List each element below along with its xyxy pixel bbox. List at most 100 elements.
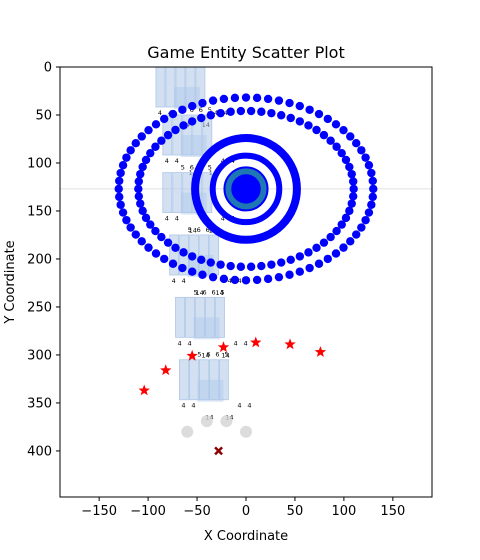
tile-top-label: 5	[197, 351, 201, 359]
ring-point	[246, 106, 256, 116]
ring-point	[122, 215, 131, 225]
tile-top-label: 6	[190, 164, 194, 172]
y-tick-label: 350	[27, 396, 52, 411]
tile-side-label: 4	[181, 402, 185, 410]
y-axis-label: Y Coordinate	[3, 240, 18, 324]
tile-top-label: 6	[206, 351, 210, 359]
tile-side-label: 4	[243, 339, 247, 347]
center-ring-0	[191, 133, 301, 244]
ring-point	[126, 146, 135, 155]
ring-outer	[114, 93, 378, 285]
ring-point	[137, 132, 146, 141]
ring-point	[369, 184, 378, 194]
x-tick-label: 150	[380, 504, 405, 519]
y-tick-label: 300	[27, 348, 52, 363]
grey-circle-marker	[181, 425, 194, 438]
ring-point	[314, 259, 324, 268]
ring-point	[136, 169, 145, 179]
ring-point	[151, 142, 160, 151]
ring-point	[348, 177, 358, 186]
x-tick-label: −150	[81, 504, 117, 519]
ring-point	[141, 213, 151, 223]
tile-side-label: 4	[224, 109, 228, 117]
ring-point	[188, 101, 197, 111]
ring-point	[295, 252, 305, 261]
tile-bottom-label: 14	[196, 289, 204, 297]
y-tick-label: 250	[27, 300, 52, 315]
ring-point	[252, 275, 262, 285]
tile-top-label: 5	[224, 351, 228, 359]
ring-point	[226, 261, 235, 271]
ring-point	[178, 105, 187, 114]
ring-point	[159, 254, 169, 264]
ring-point	[241, 93, 251, 102]
tile	[179, 359, 189, 401]
tile-top-label: 6	[206, 226, 210, 234]
y-tick-label: 400	[27, 444, 52, 459]
ring-point	[230, 93, 240, 103]
ring-point	[163, 238, 173, 247]
ring-point	[267, 260, 276, 269]
ring-point	[188, 267, 197, 276]
ring-point	[137, 237, 146, 246]
tile-block	[197, 379, 224, 402]
tile-side-label: 4	[191, 402, 195, 410]
ring-point	[134, 192, 144, 201]
tile-top-label: 5	[181, 164, 185, 172]
tile-side-label: 4	[187, 339, 191, 347]
tile-side-label: 4	[172, 277, 176, 285]
tile-side-label: 4	[233, 339, 237, 347]
ring-point	[263, 94, 273, 104]
ring-point	[118, 208, 128, 217]
tile	[215, 296, 225, 338]
cross-marker	[214, 446, 223, 456]
tile-side-label: 4	[165, 215, 169, 223]
ring-point	[352, 230, 361, 239]
ring-point	[216, 260, 225, 269]
x-tick-label: −50	[183, 504, 210, 519]
plot-content: 5665444414145665444414145665444414145665…	[60, 67, 432, 456]
ring-point	[274, 96, 284, 105]
tile-block	[180, 134, 207, 157]
ring-point	[332, 142, 341, 151]
tile-side-label: 4	[182, 277, 186, 285]
ring-point	[131, 230, 140, 239]
ring-point	[323, 114, 333, 124]
tile-side-label: 4	[221, 157, 225, 165]
y-tick-label: 150	[27, 204, 52, 219]
ring-point	[144, 125, 153, 135]
tile	[172, 114, 183, 156]
tile	[192, 114, 203, 156]
tile-top-label: 5	[188, 226, 192, 234]
ring-point	[206, 111, 215, 120]
ring-point	[197, 113, 206, 123]
grey-circle-marker	[200, 415, 213, 428]
center-ring-3	[231, 174, 261, 204]
tile-side-label: 4	[165, 157, 169, 165]
ring-point	[331, 249, 341, 258]
ring-point	[357, 146, 366, 155]
ring-point	[345, 162, 354, 172]
ring-point	[134, 184, 143, 194]
ring-point	[138, 162, 147, 172]
ring-point	[341, 155, 351, 165]
y-tick-label: 200	[27, 252, 52, 267]
ring-point	[114, 184, 123, 194]
tile-top-label: 5	[193, 288, 197, 296]
y-tick-label: 0	[44, 61, 52, 76]
ring-point	[295, 267, 304, 276]
axis-ticks: −150 −100 −50 0 50 100 150 0 50 100 150 200 250 300 35…	[27, 61, 405, 520]
ring-point	[364, 161, 374, 170]
tile-top-label: 6	[197, 226, 201, 234]
ring-point	[257, 261, 266, 271]
ring-point	[115, 192, 124, 202]
ring-point	[171, 125, 180, 135]
ring-point	[347, 169, 356, 179]
tile-side-label: 4	[177, 339, 181, 347]
ring-point	[116, 200, 125, 209]
ring-point	[305, 105, 314, 114]
ring-point	[305, 263, 314, 273]
tile-side-label: 4	[228, 277, 232, 285]
ring-point	[345, 206, 354, 216]
ring-point	[295, 101, 304, 111]
